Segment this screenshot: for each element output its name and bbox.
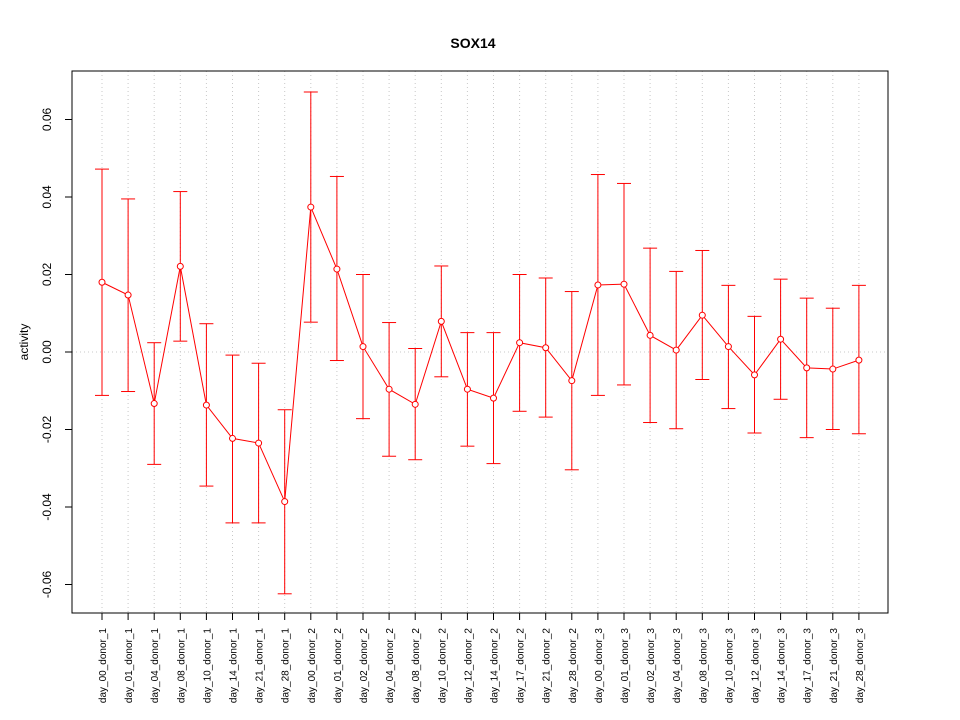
data-point — [490, 394, 497, 402]
x-tick-label: day_10_donor_1 — [202, 628, 213, 704]
data-point — [463, 385, 471, 393]
data-point — [672, 346, 680, 354]
error-bars — [95, 91, 866, 595]
data-point — [751, 371, 758, 379]
x-tick-label: day_04_donor_2 — [385, 628, 396, 704]
x-tick-label: day_08_donor_1 — [176, 628, 187, 704]
x-tick-label: day_01_donor_1 — [124, 628, 135, 704]
x-tick-label: day_21_donor_3 — [829, 628, 840, 704]
data-point — [385, 385, 393, 393]
data-point — [307, 203, 315, 211]
data-point — [176, 262, 184, 270]
data-points — [98, 203, 863, 506]
data-point — [124, 291, 132, 299]
data-point — [255, 439, 263, 447]
x-tick-label: day_00_donor_2 — [307, 628, 318, 704]
data-point — [855, 356, 863, 364]
data-point — [803, 364, 811, 372]
x-tick-label: day_10_donor_2 — [437, 628, 448, 704]
data-point — [594, 281, 602, 289]
data-point — [411, 400, 419, 408]
data-point — [724, 343, 732, 351]
x-tick-label: day_17_donor_3 — [803, 628, 814, 704]
data-point — [229, 434, 236, 442]
x-tick-label: day_14_donor_3 — [777, 628, 788, 704]
data-point — [568, 377, 576, 385]
x-tick-label: day_10_donor_3 — [724, 628, 735, 704]
x-tick-label: day_21_donor_2 — [542, 628, 553, 704]
x-tick-label: day_04_donor_3 — [672, 628, 683, 704]
y-tick-label: -0.02 — [40, 416, 54, 444]
data-point — [646, 331, 654, 339]
x-tick-label: day_28_donor_1 — [281, 628, 292, 704]
y-tick-label: 0.02 — [40, 262, 54, 286]
data-point — [202, 401, 210, 409]
x-tick-label: day_28_donor_2 — [568, 628, 579, 704]
data-point — [542, 344, 550, 352]
x-tick-label: day_02_donor_3 — [646, 628, 657, 704]
x-tick-label: day_01_donor_3 — [620, 628, 631, 704]
y-tick-label: 0.04 — [40, 185, 54, 209]
x-tick-label: day_00_donor_3 — [594, 628, 605, 704]
data-point — [437, 317, 445, 325]
x-tick-label: day_08_donor_3 — [698, 628, 709, 704]
x-tick-label: day_00_donor_1 — [98, 628, 109, 704]
x-tick-label: day_14_donor_1 — [229, 628, 240, 704]
data-point — [516, 339, 524, 347]
series-line — [101, 206, 860, 504]
y-tick-label: 0.00 — [40, 340, 54, 364]
chart-title: SOX14 — [450, 35, 495, 51]
data-point — [620, 280, 628, 288]
x-tick-label: day_21_donor_1 — [255, 628, 266, 704]
grid — [101, 71, 860, 613]
data-point — [777, 335, 785, 343]
x-tick-label: day_14_donor_2 — [490, 628, 501, 704]
data-point — [333, 265, 341, 273]
data-point — [150, 400, 158, 408]
x-tick-label: day_28_donor_3 — [855, 628, 866, 704]
data-point — [359, 343, 367, 351]
y-axis-label: activity — [17, 324, 31, 361]
x-axis: day_00_donor_1 day_01_donor_1 day_04_donor… — [98, 612, 866, 704]
data-point — [829, 365, 837, 373]
data-point — [698, 311, 706, 319]
x-tick-label: day_12_donor_3 — [751, 628, 762, 704]
x-tick-label: day_17_donor_2 — [516, 628, 527, 704]
x-tick-label: day_01_donor_2 — [333, 628, 344, 704]
series-path — [101, 206, 860, 504]
x-tick-label: day_04_donor_1 — [150, 628, 161, 704]
data-point — [98, 278, 106, 286]
y-tick-label: -0.06 — [40, 571, 54, 599]
plot-frame — [71, 70, 889, 614]
x-tick-label: day_02_donor_2 — [359, 628, 370, 704]
x-tick-label: day_12_donor_2 — [463, 628, 474, 704]
y-axis: -0.06 -0.04 -0.02 0.00 0.02 0.04 0.06 — [40, 107, 72, 598]
y-tick-label: 0.06 — [40, 107, 54, 131]
x-tick-label: day_08_donor_2 — [411, 628, 422, 704]
data-point — [281, 498, 289, 506]
y-tick-label: -0.04 — [40, 493, 54, 521]
